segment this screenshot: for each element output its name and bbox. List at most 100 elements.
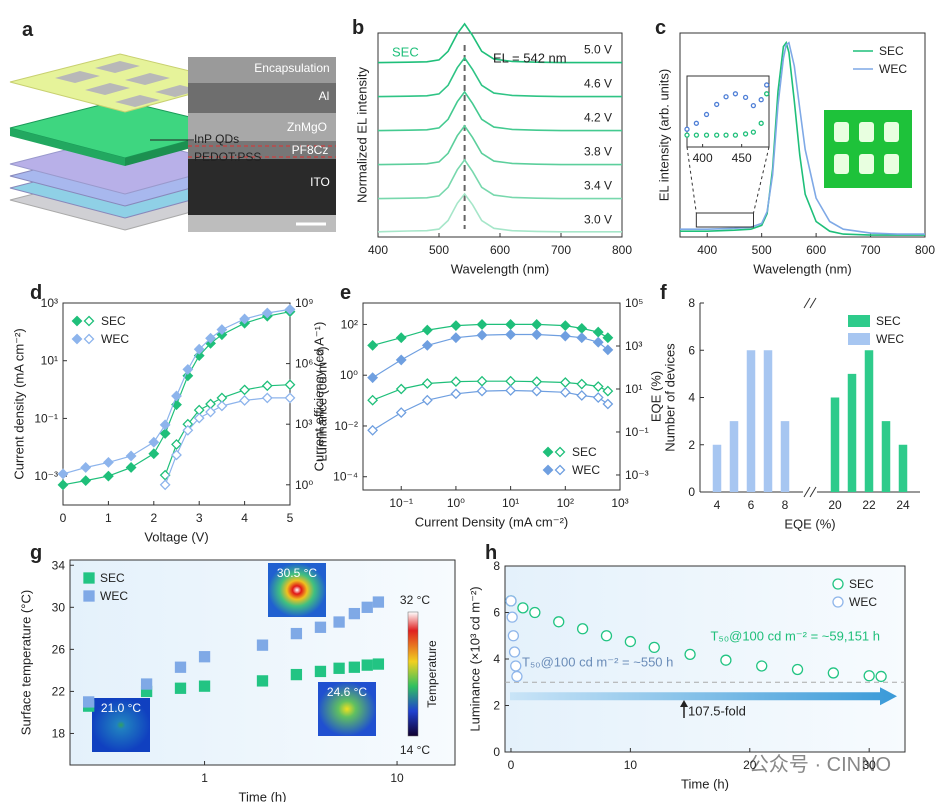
electrode	[115, 95, 160, 107]
marker	[764, 91, 770, 97]
marker	[714, 132, 720, 138]
marker	[83, 333, 95, 345]
marker	[756, 660, 768, 672]
marker	[284, 303, 296, 315]
marker	[193, 412, 205, 424]
marker	[648, 641, 660, 654]
y-tick-label: 10³	[41, 296, 58, 310]
marker	[750, 102, 757, 109]
panel-letter: a	[22, 19, 34, 41]
x-axis-title: Wavelength (nm)	[753, 262, 852, 277]
bar	[847, 373, 857, 492]
marker	[507, 630, 520, 642]
axis-break-mark	[809, 486, 817, 498]
marker	[205, 406, 216, 418]
marker	[148, 448, 160, 460]
marker	[600, 630, 613, 642]
marker	[333, 662, 345, 674]
bar	[712, 444, 722, 492]
device-photo	[824, 110, 912, 188]
y-tick-label: 0	[688, 485, 695, 499]
marker	[239, 313, 251, 325]
y-tick-label: 22	[52, 684, 66, 698]
plot-frame	[69, 559, 456, 766]
y-axis-title: EL intensity (arb. units)	[657, 69, 672, 201]
x-tick-label: 30	[862, 758, 876, 772]
x-tick-label: 24	[896, 498, 910, 512]
legend-label: SEC	[101, 314, 126, 328]
tem-band	[188, 83, 336, 113]
x-tick-label: 10⁻¹	[389, 496, 413, 510]
marker	[125, 462, 137, 473]
y-tick-label: 4	[688, 391, 695, 405]
marker	[554, 446, 566, 458]
marker	[624, 635, 637, 648]
panel-letter: d	[30, 282, 42, 304]
y-tick-label: 6	[493, 606, 500, 620]
marker	[57, 468, 69, 480]
marker	[261, 380, 273, 392]
marker	[723, 132, 729, 138]
y2-axis-title: EQE (%)	[649, 371, 664, 422]
marker	[148, 436, 160, 448]
colorbar-title: Temperature	[425, 640, 439, 708]
layer-label: InP QDs	[194, 132, 239, 146]
y-tick-label: 8	[493, 559, 500, 573]
series-label: 3.8 V	[584, 144, 612, 158]
marker	[758, 97, 764, 103]
marker	[71, 333, 83, 345]
legend-swatch	[848, 333, 870, 345]
x-tick-label: 0	[60, 511, 67, 525]
marker	[261, 307, 273, 319]
marker	[348, 661, 360, 673]
marker	[476, 385, 488, 397]
legend-label: SEC	[572, 445, 597, 459]
marker	[684, 126, 690, 132]
electrode	[85, 83, 130, 95]
marker	[361, 659, 373, 671]
x-tick-label: 4	[241, 511, 248, 525]
tem-band	[188, 215, 336, 232]
y-tick-label: 10⁰	[340, 368, 358, 382]
bar	[830, 397, 840, 492]
marker	[421, 339, 433, 351]
marker	[576, 390, 588, 401]
y-axis-title: Normalized EL intensity	[355, 66, 370, 203]
x-tick-label: 10⁰	[447, 496, 465, 510]
marker	[174, 661, 187, 673]
marker	[450, 332, 462, 344]
marker	[205, 332, 216, 344]
series-label: 4.2 V	[584, 110, 612, 124]
marker	[576, 332, 588, 344]
y-tick-label: 34	[52, 558, 66, 572]
legend-label: WEC	[101, 332, 129, 346]
marker	[450, 320, 462, 332]
bar	[763, 350, 773, 492]
marker	[542, 446, 554, 458]
data-line	[164, 397, 290, 486]
x-tick-label: 800	[915, 243, 935, 257]
data-line	[377, 90, 622, 132]
x-tick-label: 3	[196, 511, 203, 525]
legend-label: SEC	[849, 577, 874, 591]
marker	[216, 324, 228, 335]
marker	[174, 682, 187, 694]
legend-label: WEC	[100, 589, 128, 603]
marker	[314, 621, 327, 633]
data-line	[680, 40, 925, 236]
axis-break-mark	[809, 297, 817, 309]
marker	[421, 378, 433, 389]
y2-tick-label: 10¹	[625, 382, 642, 396]
panel-letter: f	[660, 282, 667, 304]
x-tick-label: 10³	[611, 496, 628, 510]
marker	[732, 91, 739, 97]
fold-arrow	[510, 687, 897, 706]
tem-band	[188, 113, 336, 141]
marker	[505, 375, 517, 387]
annotation: 107.5-fold	[688, 704, 746, 719]
x-tick-label: 1	[201, 771, 208, 785]
marker	[529, 606, 541, 619]
x-tick-label: 400	[368, 243, 388, 257]
